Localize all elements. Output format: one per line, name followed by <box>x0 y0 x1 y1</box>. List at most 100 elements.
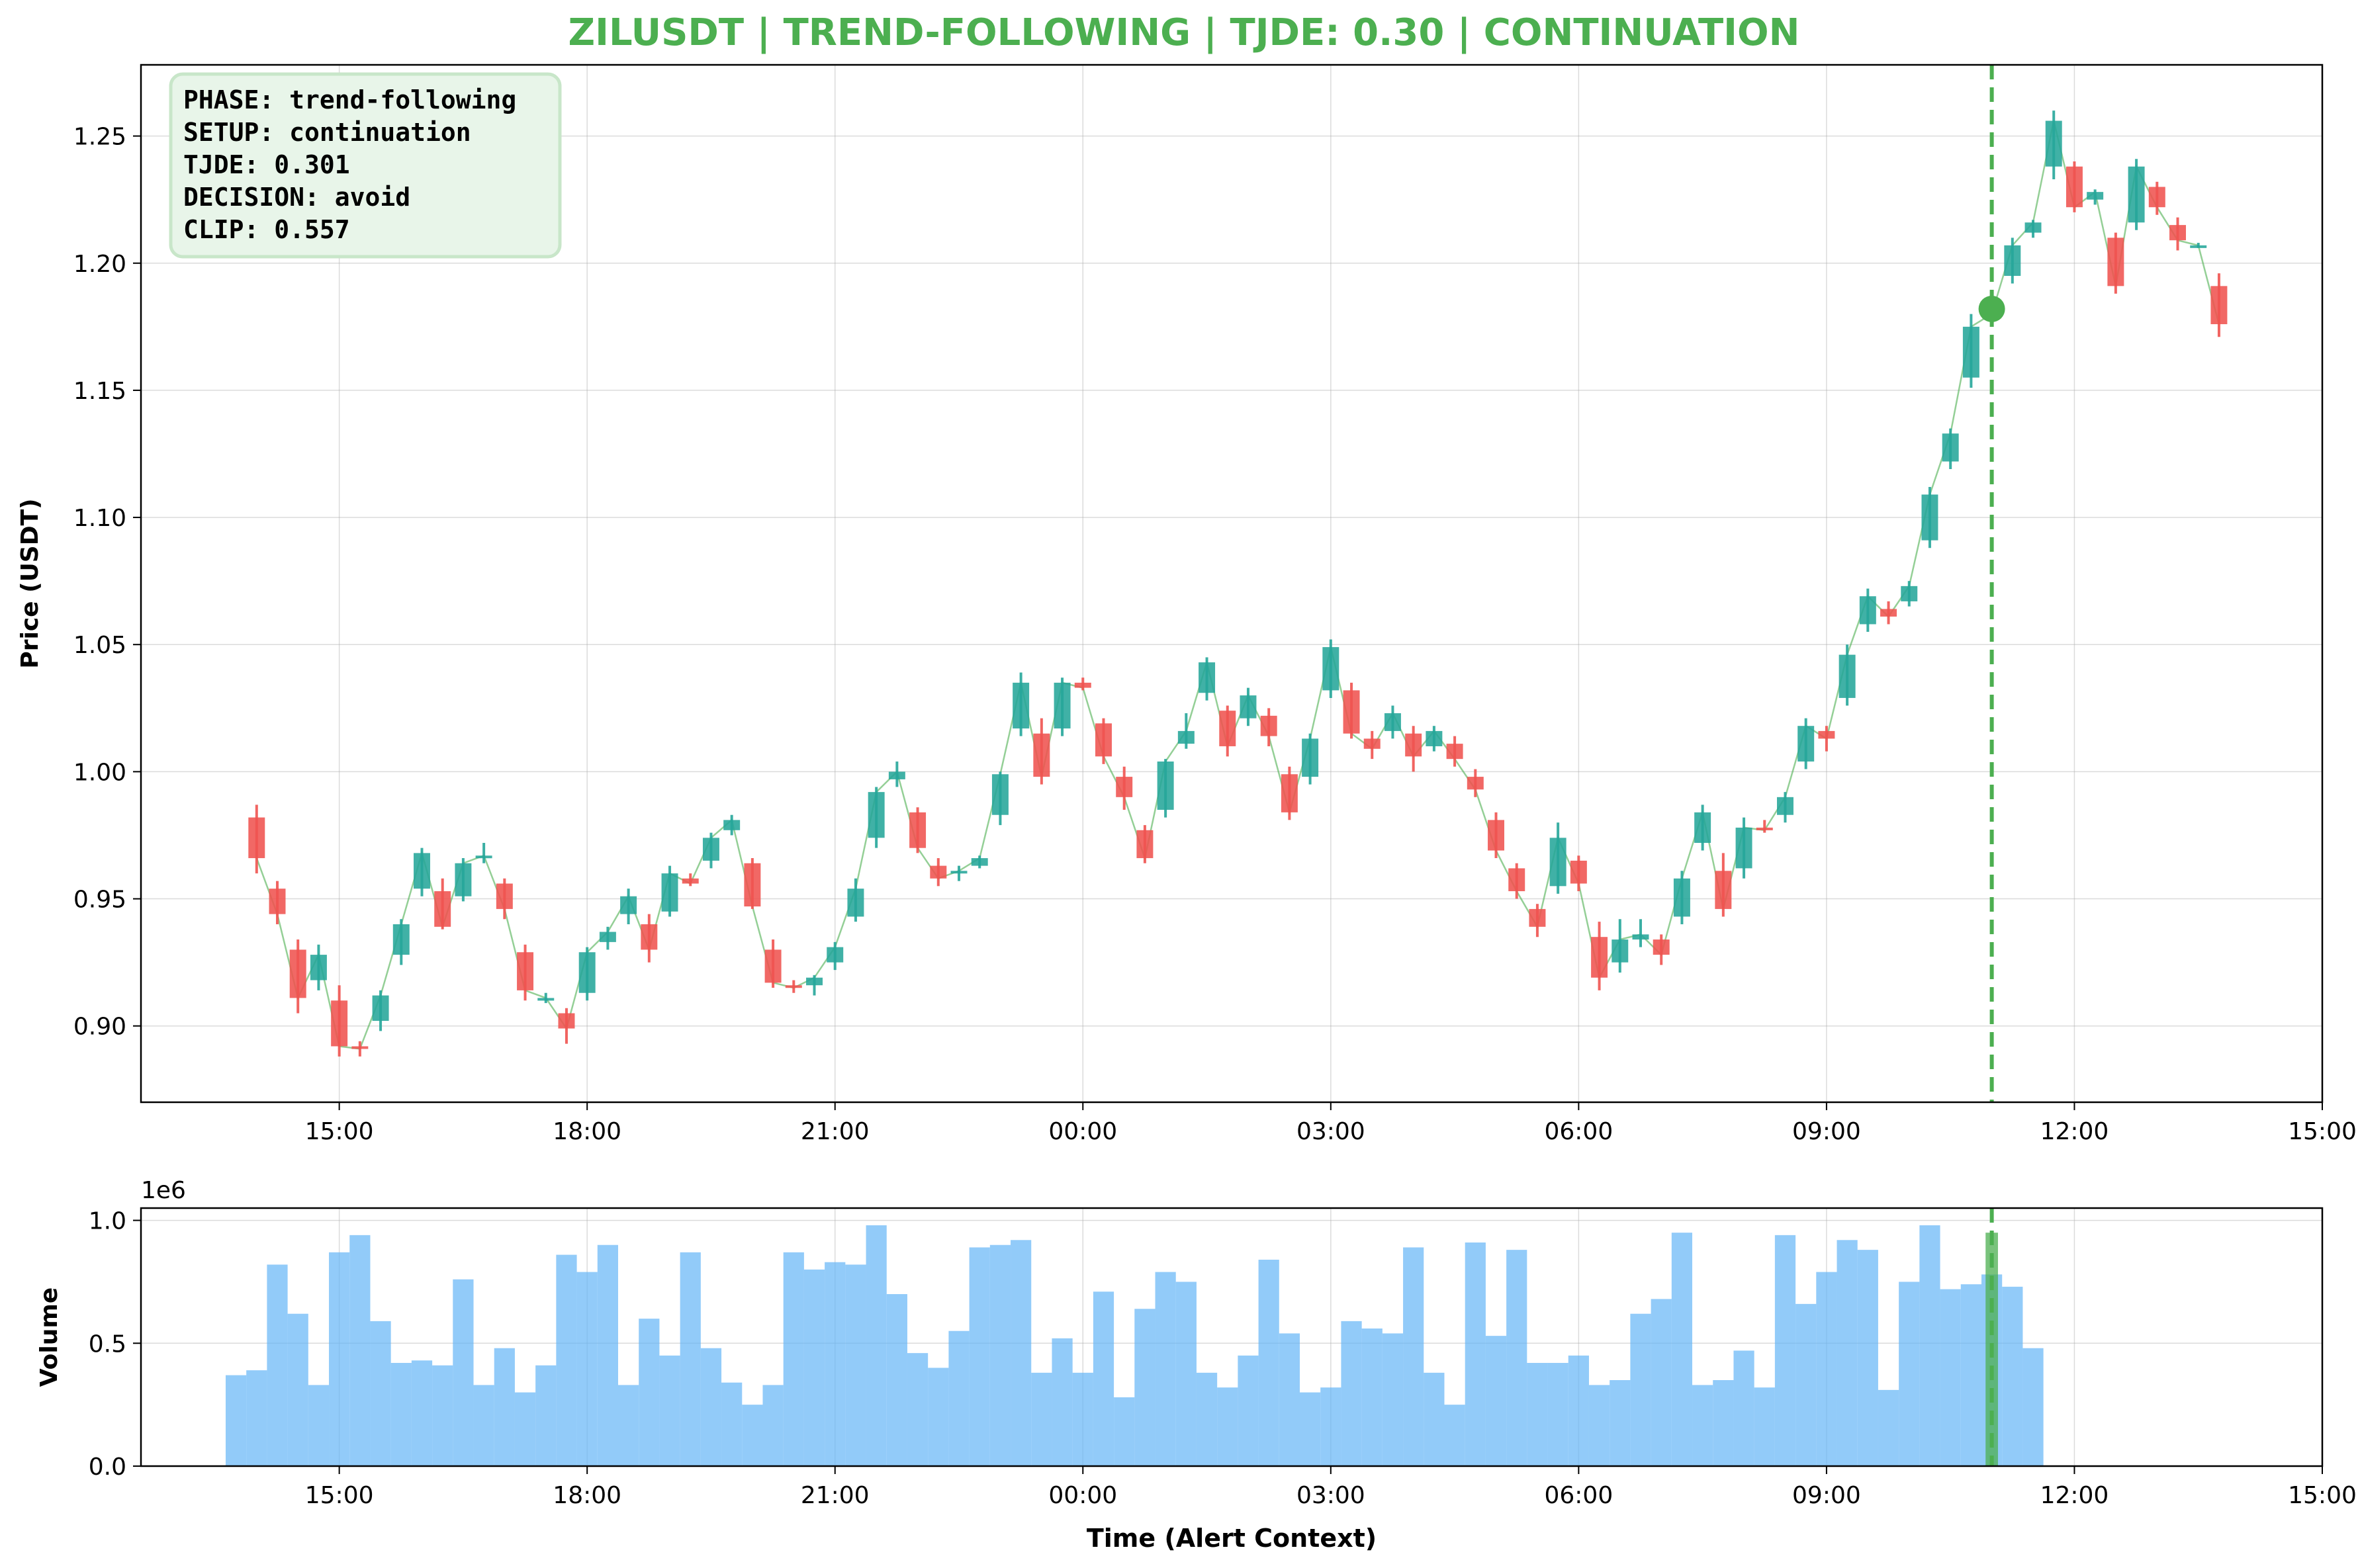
candle-bullish <box>847 889 864 917</box>
candle-bearish <box>1260 715 1277 736</box>
volume-x-tick-label: 12:00 <box>2040 1482 2109 1509</box>
candle-bullish <box>723 820 741 830</box>
volume-bar <box>1403 1247 1424 1466</box>
candle-bullish <box>888 771 905 779</box>
volume-bar <box>1527 1363 1548 1466</box>
candle-bullish <box>1322 647 1339 691</box>
volume-bar <box>1093 1291 1114 1466</box>
volume-bar <box>1671 1233 1693 1466</box>
volume-bar <box>411 1360 433 1466</box>
volume-bar <box>246 1370 267 1466</box>
volume-bar <box>1795 1303 1817 1466</box>
chart-title: ZILUSDT | TREND-FOLLOWING | TJDE: 0.30 |… <box>568 11 1800 54</box>
candle-bearish <box>2169 225 2186 241</box>
candle-bullish <box>950 871 968 874</box>
candle-bullish <box>1962 326 1979 378</box>
volume-bar <box>1857 1250 1878 1466</box>
volume-bar <box>390 1363 412 1466</box>
candle-bullish <box>1694 812 1711 843</box>
candle-bearish <box>1756 827 1773 830</box>
candle-bullish <box>971 858 988 866</box>
candle-bullish <box>827 947 844 963</box>
volume-bar <box>1547 1363 1568 1466</box>
candle-bearish <box>909 812 927 848</box>
candle-bullish <box>2024 222 2042 233</box>
volume-bar <box>1919 1225 1940 1466</box>
volume-bar <box>1899 1282 1920 1466</box>
volume-y-tick-label: 0.0 <box>89 1454 126 1481</box>
candle-bearish <box>1653 939 1670 955</box>
price-x-tick-label: 21:00 <box>801 1118 870 1145</box>
volume-panel: 15:00 18:00 21:00 00:00 03:00 06:00 09:00 12:00… <box>36 1177 2357 1553</box>
volume-bar <box>969 1247 990 1466</box>
volume-bar <box>473 1385 494 1466</box>
candle-bearish <box>2107 238 2124 286</box>
candle-bullish <box>1921 494 1938 541</box>
volume-bar <box>907 1353 929 1466</box>
price-x-tick-label: 09:00 <box>1792 1118 1861 1145</box>
volume-y-tick-label: 0.5 <box>89 1330 126 1358</box>
volume-bar <box>225 1375 247 1466</box>
volume-bar <box>1361 1328 1383 1466</box>
candle-bearish <box>269 889 286 914</box>
candle-bullish <box>1838 654 1856 698</box>
candle-bearish <box>517 952 534 990</box>
candle-bearish <box>1095 723 1112 757</box>
volume-bar <box>1837 1240 1858 1466</box>
volume-y-axis-label: Volume <box>36 1287 63 1387</box>
volume-offset-label: 1e6 <box>141 1177 186 1204</box>
price-y-tick-label: 1.05 <box>73 632 126 659</box>
candle-bullish <box>661 873 678 912</box>
volume-bar <box>1444 1405 1465 1466</box>
volume-bar <box>1134 1309 1156 1466</box>
volume-bar <box>886 1294 907 1466</box>
price-x-tick-label: 03:00 <box>1296 1118 1365 1145</box>
price-y-tick-label: 0.90 <box>73 1014 126 1041</box>
candle-bullish <box>414 853 430 889</box>
volume-x-axis: 15:00 18:00 21:00 00:00 03:00 06:00 09:00 12:00… <box>305 1466 2357 1509</box>
candle-bearish <box>1529 908 1546 927</box>
candle-bearish <box>1033 733 1050 777</box>
volume-bar <box>1630 1313 1651 1466</box>
candle-bearish <box>682 878 699 884</box>
candle-bullish <box>1054 682 1071 729</box>
price-y-tick-label: 1.00 <box>73 759 126 786</box>
candle-bullish <box>475 855 492 859</box>
candle-bullish <box>1240 695 1257 719</box>
candle-bearish <box>1343 690 1360 734</box>
candle-bearish <box>496 883 513 909</box>
volume-x-tick-label: 15:00 <box>305 1482 374 1509</box>
candle-bearish <box>1074 682 1091 688</box>
candle-bullish <box>991 774 1009 815</box>
volume-bar <box>1960 1284 1981 1466</box>
candle-bullish <box>1157 762 1174 810</box>
candle-bearish <box>1136 830 1154 859</box>
candle-bullish <box>1735 827 1752 869</box>
volume-bar <box>1072 1372 1093 1466</box>
volume-bar <box>1155 1272 1176 1466</box>
candle-bullish <box>1302 738 1319 777</box>
price-x-tick-label: 15:00 <box>2288 1118 2357 1145</box>
volume-bar <box>721 1382 743 1466</box>
volume-bar <box>287 1313 308 1466</box>
price-x-tick-label: 18:00 <box>553 1118 621 1145</box>
candle-bearish <box>558 1013 575 1029</box>
candle-bearish <box>351 1046 369 1049</box>
candle-bullish <box>578 952 596 993</box>
candle-bullish <box>1859 596 1876 625</box>
volume-bar <box>659 1355 680 1466</box>
volume-bar <box>494 1348 515 1466</box>
candle-bullish <box>1777 797 1793 815</box>
volume-bar <box>783 1252 804 1466</box>
volume-bar <box>1774 1235 1796 1466</box>
candle-bearish <box>1281 774 1298 812</box>
candle-bearish <box>1570 860 1587 884</box>
candle-bullish <box>599 932 616 942</box>
candle-bearish <box>1508 868 1525 892</box>
candle-bearish <box>1219 711 1236 746</box>
candle-bearish <box>1591 937 1608 978</box>
volume-bar <box>267 1264 288 1466</box>
volume-x-tick-label: 21:00 <box>801 1482 870 1509</box>
volume-x-tick-label: 03:00 <box>1296 1482 1365 1509</box>
